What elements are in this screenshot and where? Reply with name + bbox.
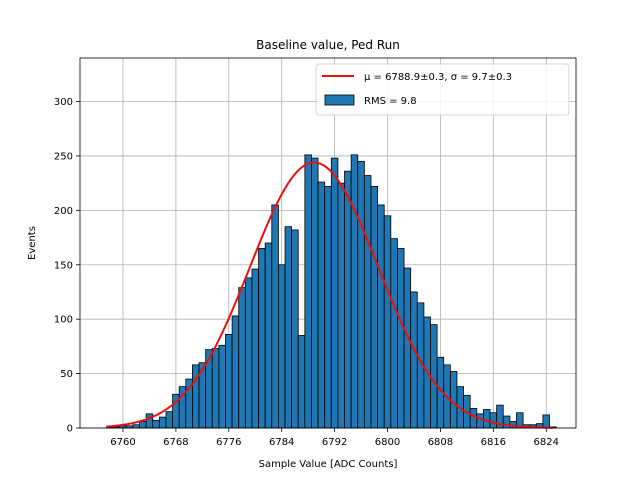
y-tick-label: 150 bbox=[54, 260, 73, 271]
histogram-bar bbox=[231, 315, 240, 429]
histogram-bar bbox=[132, 424, 140, 429]
y-tick-label: 0 bbox=[67, 424, 73, 435]
histogram-bar bbox=[397, 248, 405, 429]
histogram-bar bbox=[264, 242, 273, 429]
histogram-bar bbox=[370, 186, 378, 429]
histogram-bar bbox=[158, 416, 167, 429]
legend: μ = 6788.9±0.3, σ = 9.7±0.3 RMS = 9.8 bbox=[315, 63, 570, 116]
histogram-bar bbox=[277, 264, 286, 429]
x-tick-label: 6808 bbox=[428, 437, 453, 448]
histogram-bar bbox=[469, 408, 478, 429]
histogram-bar bbox=[330, 157, 339, 429]
histogram-bar bbox=[344, 170, 352, 429]
legend-fit-label: μ = 6788.9±0.3, σ = 9.7±0.3 bbox=[364, 72, 512, 83]
histogram-bar bbox=[284, 226, 293, 429]
axes-frame bbox=[79, 57, 577, 429]
histogram-bar bbox=[403, 267, 412, 429]
legend-histogram-label: RMS = 9.8 bbox=[364, 96, 417, 107]
histogram-bar bbox=[152, 419, 160, 429]
histogram-bar bbox=[377, 204, 385, 429]
histogram-bars bbox=[106, 154, 557, 429]
legend-box bbox=[315, 63, 570, 116]
histogram-bar bbox=[291, 229, 299, 429]
histogram-bar bbox=[357, 160, 365, 429]
legend-histogram-swatch bbox=[324, 94, 355, 106]
histogram-bar bbox=[251, 268, 259, 429]
histogram-bar bbox=[218, 344, 226, 429]
histogram-bar bbox=[483, 409, 491, 429]
histogram-bar bbox=[145, 413, 154, 429]
y-axis-ticks: 0 50 100 150 200 250 300 bbox=[54, 97, 80, 435]
x-tick-label: 6760 bbox=[110, 437, 135, 448]
histogram-bar bbox=[139, 421, 147, 429]
x-tick-label: 6784 bbox=[269, 437, 294, 448]
histogram-bar bbox=[225, 334, 233, 429]
histogram-bar bbox=[317, 181, 326, 429]
histogram-bar bbox=[244, 277, 253, 429]
histogram-bar bbox=[258, 248, 266, 429]
histogram-bar bbox=[430, 324, 438, 429]
x-tick-label: 6800 bbox=[375, 437, 400, 448]
y-tick-label: 200 bbox=[54, 206, 73, 217]
histogram-bar bbox=[476, 413, 484, 429]
y-tick-label: 250 bbox=[54, 151, 73, 162]
y-tick-label: 50 bbox=[60, 369, 73, 380]
histogram-bar bbox=[363, 175, 372, 429]
y-tick-label: 100 bbox=[54, 315, 73, 326]
histogram-bar bbox=[165, 411, 173, 429]
histogram-bar bbox=[311, 157, 319, 429]
histogram-bar bbox=[238, 287, 246, 429]
x-tick-label: 6824 bbox=[534, 437, 559, 448]
histogram-bar bbox=[192, 364, 200, 429]
histogram-bar bbox=[211, 348, 220, 429]
histogram-bar bbox=[304, 154, 312, 429]
histogram-bar bbox=[337, 182, 345, 429]
histogram-bar bbox=[390, 238, 398, 429]
chart-title: Baseline value, Ped Run bbox=[256, 38, 400, 52]
y-tick-label: 300 bbox=[54, 97, 73, 108]
x-tick-label: 6792 bbox=[322, 437, 347, 448]
histogram-bar bbox=[324, 186, 332, 429]
histogram-bar bbox=[297, 335, 306, 429]
x-axis-label: Sample Value [ADC Counts] bbox=[259, 459, 398, 470]
histogram-bar bbox=[383, 215, 392, 429]
x-tick-label: 6776 bbox=[216, 437, 241, 448]
histogram-bar bbox=[542, 414, 550, 429]
histogram-bar bbox=[271, 204, 279, 429]
histogram-bar bbox=[489, 412, 498, 429]
y-axis-label: Events bbox=[27, 226, 38, 260]
histogram-bar bbox=[410, 291, 418, 429]
x-axis-ticks: 6760 6768 6776 6784 6792 6800 6808 6816 6824 bbox=[110, 428, 559, 448]
gaussian-fit-curve bbox=[106, 161, 553, 429]
histogram-bar bbox=[350, 154, 359, 429]
x-tick-label: 6816 bbox=[481, 437, 506, 448]
x-tick-label: 6768 bbox=[163, 437, 188, 448]
